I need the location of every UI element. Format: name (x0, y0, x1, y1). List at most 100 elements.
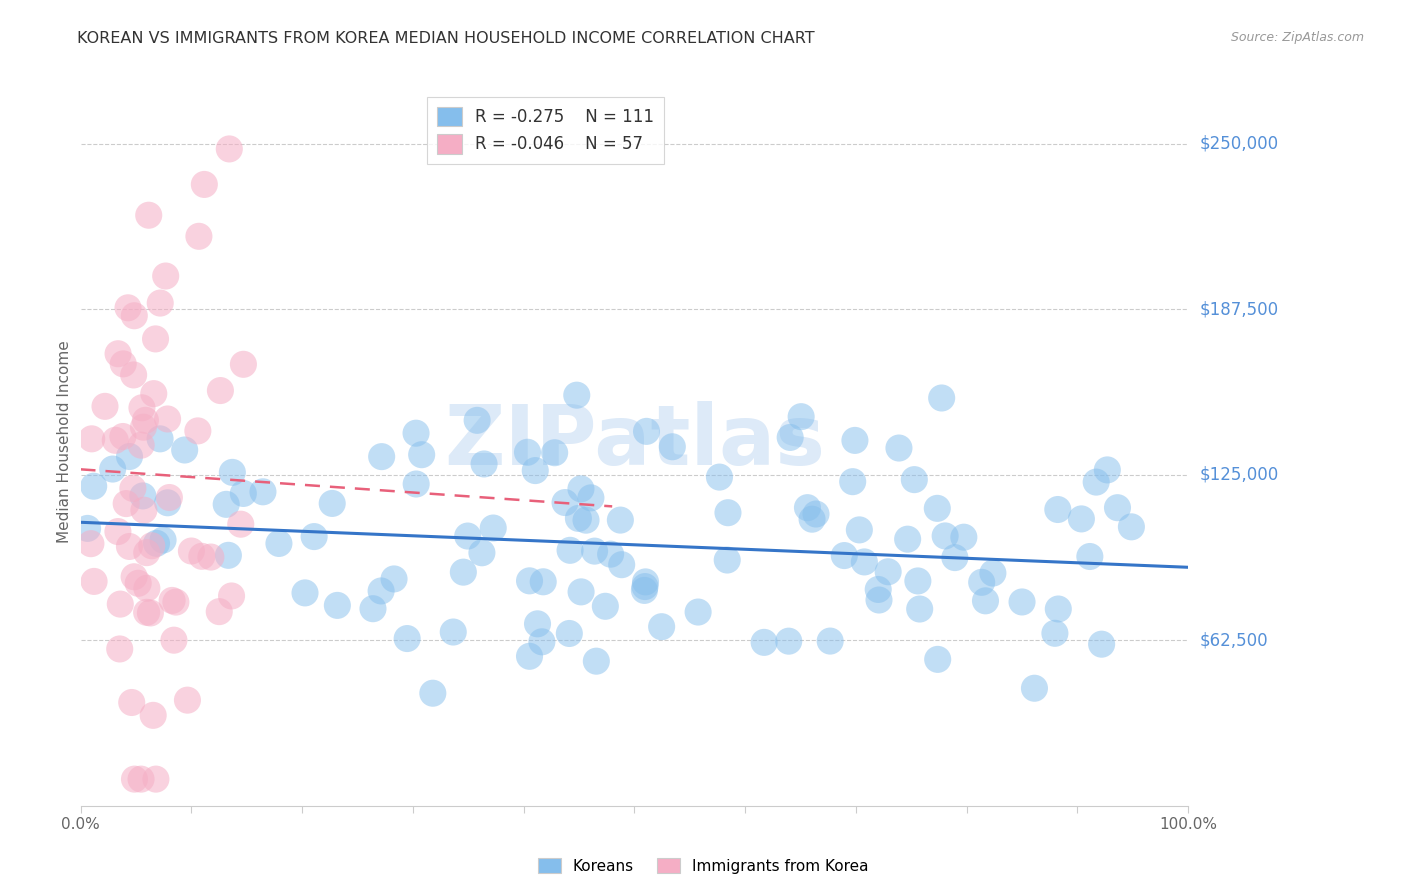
Point (634, 574, 657, 589)
Point (834, 549, 856, 563)
Point (1091, 637, 1114, 651)
Point (321, 496, 343, 510)
Point (927, 652, 949, 666)
Point (131, 401, 153, 415)
Point (155, 268, 177, 283)
Point (1024, 681, 1046, 696)
Point (370, 450, 392, 464)
Point (471, 546, 494, 560)
Point (558, 626, 581, 640)
Point (457, 529, 479, 543)
Point (111, 429, 134, 443)
Point (1046, 502, 1069, 516)
Point (465, 413, 488, 427)
Point (853, 555, 876, 569)
Point (104, 434, 127, 448)
Point (599, 547, 621, 561)
Point (934, 529, 956, 543)
Point (165, 595, 187, 609)
Point (149, 432, 172, 446)
Point (530, 635, 553, 649)
Point (107, 524, 129, 539)
Point (135, 546, 157, 560)
Point (709, 470, 731, 484)
Point (142, 708, 165, 723)
Point (267, 536, 290, 550)
Point (176, 693, 198, 707)
Point (516, 445, 538, 459)
Point (482, 521, 505, 535)
Point (1097, 463, 1119, 477)
Point (634, 580, 657, 594)
Point (124, 772, 146, 786)
Point (804, 507, 827, 521)
Point (844, 434, 866, 448)
Text: $125,000: $125,000 (1199, 466, 1278, 483)
Point (1011, 595, 1033, 609)
Point (931, 391, 953, 405)
Point (877, 565, 900, 579)
Point (145, 772, 167, 786)
Point (526, 616, 548, 631)
Point (868, 593, 890, 607)
Point (370, 584, 392, 599)
Point (132, 420, 155, 434)
Legend: R = -0.275    N = 111, R = -0.046    N = 57: R = -0.275 N = 111, R = -0.046 N = 57 (427, 96, 665, 163)
Point (139, 606, 162, 620)
Point (156, 412, 179, 426)
Point (76, 521, 98, 535)
Point (232, 357, 254, 371)
Point (80, 537, 103, 551)
Point (411, 448, 433, 462)
Point (1121, 520, 1143, 534)
Point (565, 388, 588, 402)
Point (122, 368, 145, 382)
Point (221, 466, 243, 480)
Point (193, 178, 215, 192)
Point (145, 536, 167, 550)
Point (524, 464, 547, 478)
Point (121, 696, 143, 710)
Point (229, 517, 252, 532)
Text: $62,500: $62,500 (1199, 632, 1268, 649)
Point (145, 332, 167, 346)
Point (575, 513, 598, 527)
Point (609, 513, 631, 527)
Point (138, 208, 160, 222)
Text: $250,000: $250,000 (1199, 135, 1278, 153)
Point (519, 574, 541, 588)
Point (610, 558, 633, 572)
Point (132, 503, 155, 517)
Point (127, 576, 149, 591)
Point (124, 309, 146, 323)
Point (157, 491, 180, 505)
Point (716, 553, 738, 567)
Point (453, 565, 475, 579)
Point (752, 635, 775, 649)
Point (180, 544, 202, 558)
Point (160, 593, 183, 607)
Point (135, 582, 157, 596)
Point (187, 229, 209, 244)
Point (558, 543, 581, 558)
Point (405, 477, 427, 491)
Point (152, 533, 174, 547)
Point (651, 620, 673, 634)
Point (887, 441, 910, 455)
Point (94, 400, 117, 414)
Point (108, 642, 131, 657)
Point (583, 544, 606, 558)
Point (1047, 602, 1070, 616)
Point (579, 491, 602, 505)
Text: KOREAN VS IMMIGRANTS FROM KOREA MEDIAN HOUSEHOLD INCOME CORRELATION CHART: KOREAN VS IMMIGRANTS FROM KOREA MEDIAN H… (77, 31, 815, 46)
Point (302, 530, 325, 544)
Point (943, 550, 966, 565)
Point (107, 347, 129, 361)
Point (200, 549, 222, 564)
Point (326, 599, 349, 613)
Point (129, 772, 152, 786)
Text: Source: ZipAtlas.com: Source: ZipAtlas.com (1230, 31, 1364, 45)
Point (149, 296, 172, 310)
Point (569, 482, 592, 496)
Point (135, 605, 157, 619)
